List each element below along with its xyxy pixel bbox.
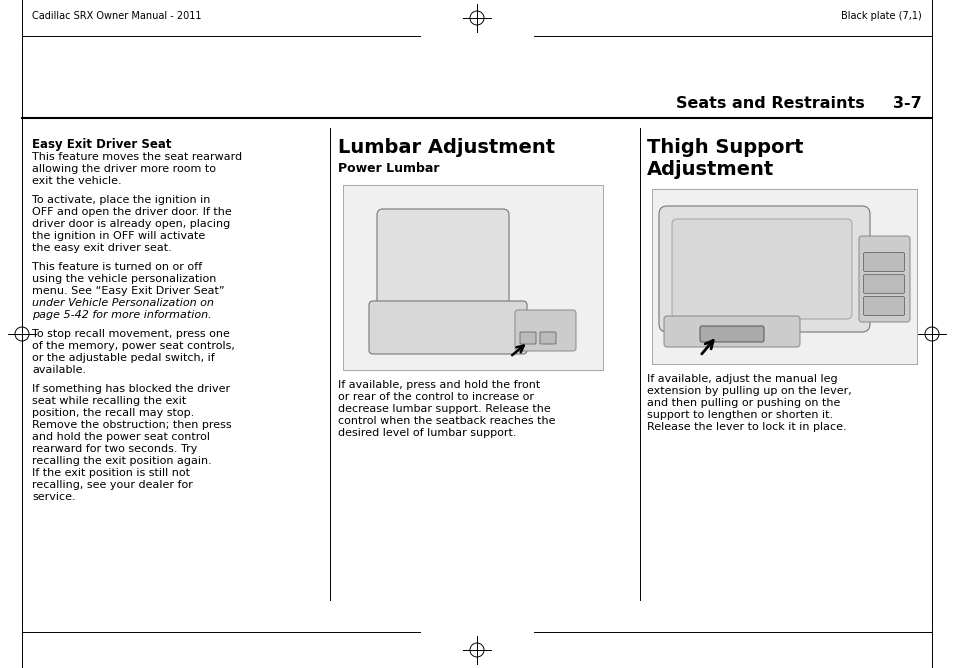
Text: or rear of the control to increase or: or rear of the control to increase or: [337, 392, 534, 402]
Text: Cadillac SRX Owner Manual - 2011: Cadillac SRX Owner Manual - 2011: [32, 11, 201, 21]
Bar: [651, 189, 916, 364]
FancyBboxPatch shape: [663, 316, 800, 347]
Text: If something has blocked the driver: If something has blocked the driver: [32, 384, 230, 394]
Text: available.: available.: [32, 365, 86, 375]
Text: support to lengthen or shorten it.: support to lengthen or shorten it.: [646, 410, 832, 420]
Text: desired level of lumbar support.: desired level of lumbar support.: [337, 428, 516, 438]
FancyBboxPatch shape: [376, 209, 509, 346]
FancyBboxPatch shape: [858, 236, 909, 322]
Text: If available, press and hold the front: If available, press and hold the front: [337, 380, 539, 390]
Text: exit the vehicle.: exit the vehicle.: [32, 176, 121, 186]
Text: allowing the driver more room to: allowing the driver more room to: [32, 164, 215, 174]
Text: under Vehicle Personalization on: under Vehicle Personalization on: [32, 298, 213, 308]
Text: extension by pulling up on the lever,: extension by pulling up on the lever,: [646, 386, 851, 396]
Text: To stop recall movement, press one: To stop recall movement, press one: [32, 329, 230, 339]
Bar: [343, 185, 602, 370]
FancyBboxPatch shape: [659, 206, 869, 332]
Text: Black plate (7,1): Black plate (7,1): [841, 11, 921, 21]
Text: To activate, place the ignition in: To activate, place the ignition in: [32, 195, 211, 205]
Text: recalling the exit position again.: recalling the exit position again.: [32, 456, 212, 466]
Text: Easy Exit Driver Seat: Easy Exit Driver Seat: [32, 138, 172, 151]
Text: position, the recall may stop.: position, the recall may stop.: [32, 408, 194, 418]
Text: and then pulling or pushing on the: and then pulling or pushing on the: [646, 398, 840, 408]
Text: using the vehicle personalization: using the vehicle personalization: [32, 274, 216, 284]
Text: If the exit position is still not: If the exit position is still not: [32, 468, 190, 478]
FancyBboxPatch shape: [369, 301, 526, 354]
Text: Adjustment: Adjustment: [646, 160, 774, 179]
Text: Seats and Restraints     3-7: Seats and Restraints 3-7: [676, 96, 921, 112]
Text: Lumbar Adjustment: Lumbar Adjustment: [337, 138, 555, 157]
Text: This feature moves the seat rearward: This feature moves the seat rearward: [32, 152, 242, 162]
Text: page 5-42 for more information.: page 5-42 for more information.: [32, 310, 212, 320]
FancyBboxPatch shape: [519, 332, 536, 344]
Text: of the memory, power seat controls,: of the memory, power seat controls,: [32, 341, 234, 351]
Text: If available, adjust the manual leg: If available, adjust the manual leg: [646, 374, 837, 384]
Text: Remove the obstruction; then press: Remove the obstruction; then press: [32, 420, 232, 430]
Text: OFF and open the driver door. If the: OFF and open the driver door. If the: [32, 207, 232, 217]
Text: Power Lumbar: Power Lumbar: [337, 162, 439, 175]
Text: rearward for two seconds. Try: rearward for two seconds. Try: [32, 444, 197, 454]
Text: control when the seatback reaches the: control when the seatback reaches the: [337, 416, 555, 426]
Text: seat while recalling the exit: seat while recalling the exit: [32, 396, 186, 406]
Text: recalling, see your dealer for: recalling, see your dealer for: [32, 480, 193, 490]
Text: service.: service.: [32, 492, 75, 502]
Text: and hold the power seat control: and hold the power seat control: [32, 432, 210, 442]
FancyBboxPatch shape: [515, 310, 576, 351]
Text: Release the lever to lock it in place.: Release the lever to lock it in place.: [646, 422, 845, 432]
FancyBboxPatch shape: [671, 219, 851, 319]
FancyBboxPatch shape: [862, 253, 903, 271]
FancyBboxPatch shape: [862, 275, 903, 293]
FancyBboxPatch shape: [539, 332, 556, 344]
Text: the ignition in OFF will activate: the ignition in OFF will activate: [32, 231, 205, 241]
Text: or the adjustable pedal switch, if: or the adjustable pedal switch, if: [32, 353, 214, 363]
Text: decrease lumbar support. Release the: decrease lumbar support. Release the: [337, 404, 550, 414]
Text: This feature is turned on or off: This feature is turned on or off: [32, 262, 202, 272]
Text: the easy exit driver seat.: the easy exit driver seat.: [32, 243, 172, 253]
Text: Thigh Support: Thigh Support: [646, 138, 802, 157]
FancyBboxPatch shape: [700, 326, 763, 342]
Text: driver door is already open, placing: driver door is already open, placing: [32, 219, 230, 229]
FancyBboxPatch shape: [862, 297, 903, 315]
Text: menu. See “Easy Exit Driver Seat”: menu. See “Easy Exit Driver Seat”: [32, 286, 224, 296]
